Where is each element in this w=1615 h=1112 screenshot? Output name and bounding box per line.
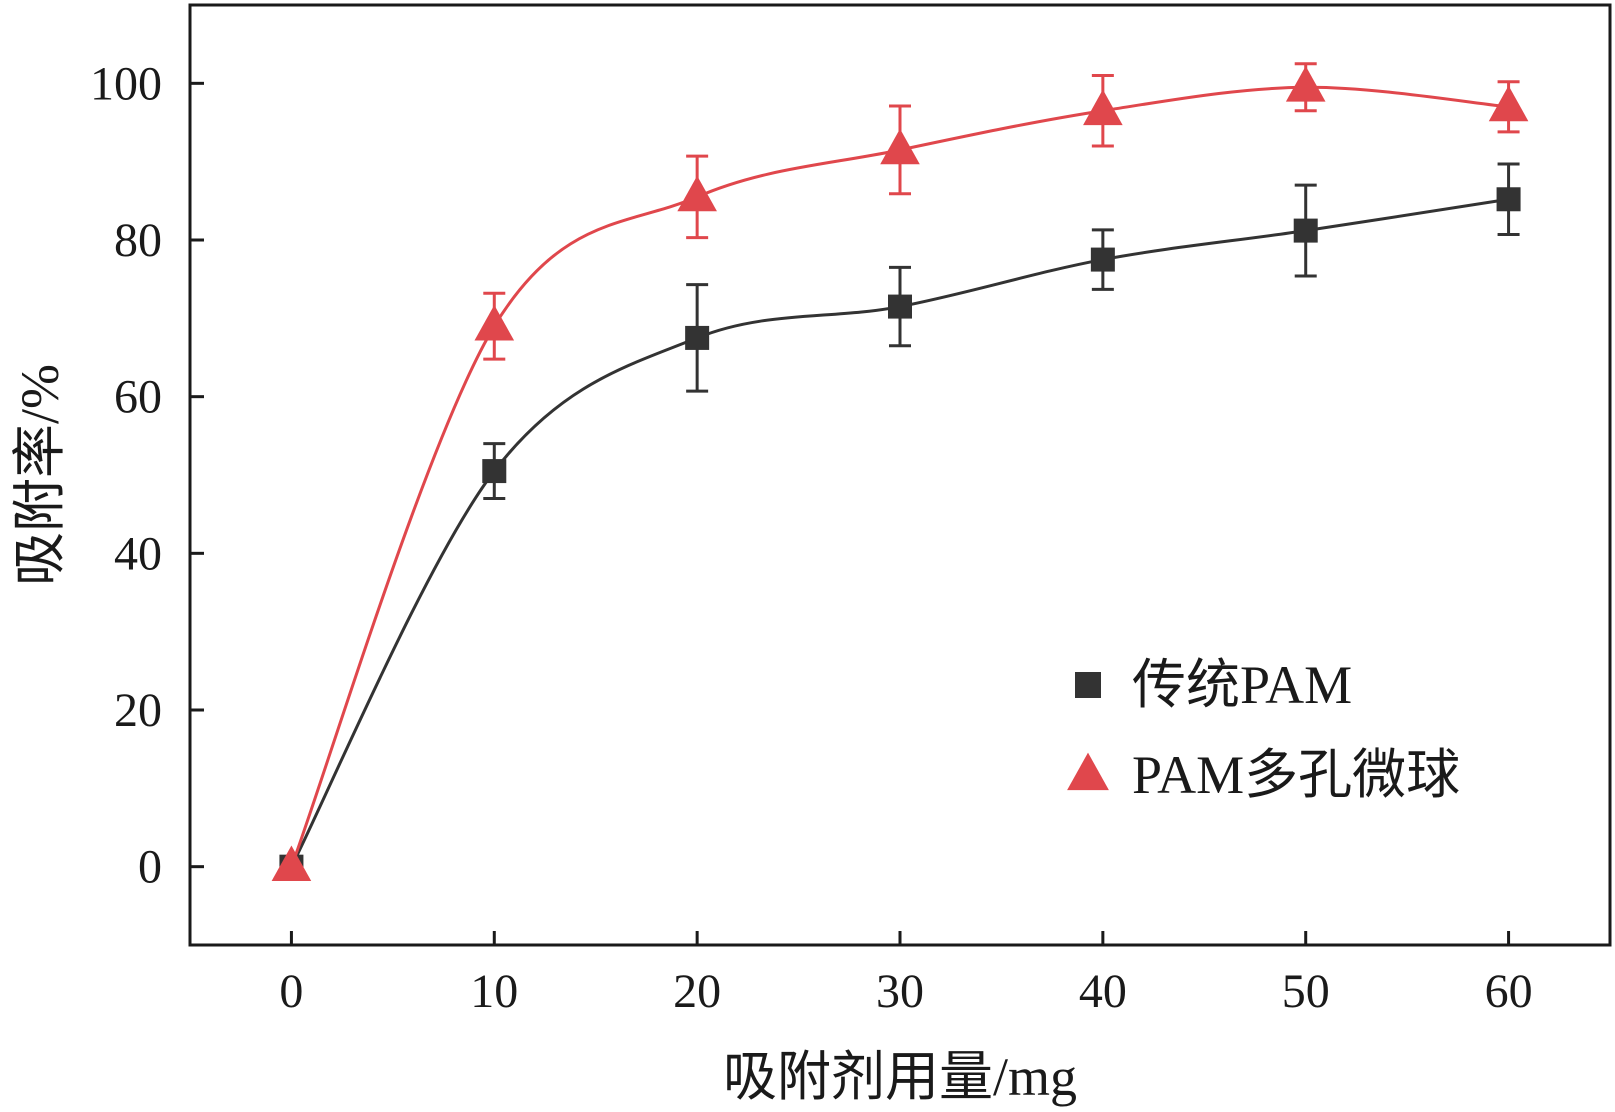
y-tick-label: 80 — [114, 214, 162, 267]
data-point — [271, 845, 312, 882]
legend-marker — [1075, 672, 1101, 698]
y-tick-label: 0 — [138, 841, 162, 894]
y-tick-label: 100 — [90, 57, 162, 110]
legend-item: PAM多孔微球 — [1067, 745, 1460, 805]
x-tick-label: 60 — [1485, 965, 1533, 1018]
data-point — [1285, 66, 1326, 102]
y-axis-title: 吸附率/% — [10, 364, 70, 586]
series-1 — [279, 162, 1521, 879]
x-tick-label: 10 — [470, 965, 518, 1018]
x-tick-label: 20 — [673, 965, 721, 1018]
data-point — [474, 304, 515, 341]
data-point — [677, 175, 717, 212]
y-tick-label: 60 — [114, 371, 162, 424]
data-point — [1293, 218, 1318, 243]
data-point — [685, 325, 710, 350]
legend-marker — [1067, 752, 1109, 791]
legend: 传统PAM PAM多孔微球 — [1067, 655, 1460, 805]
y-tick-label: 20 — [114, 684, 162, 737]
data-point — [888, 294, 912, 319]
legend-label: PAM多孔微球 — [1132, 745, 1460, 805]
legend-item: 传统PAM — [1075, 655, 1352, 715]
series-layer — [271, 62, 1529, 882]
x-axis: 0 10 20 30 40 50 60 — [279, 931, 1533, 1018]
series-2 — [271, 62, 1529, 882]
data-point — [1090, 247, 1115, 272]
x-tick-label: 40 — [1079, 965, 1127, 1018]
legend-label: 传统PAM — [1132, 655, 1352, 715]
y-tick-label: 40 — [114, 527, 162, 580]
data-point — [880, 128, 920, 165]
series-line — [290, 85, 1509, 868]
data-point — [1496, 187, 1521, 212]
data-point — [1488, 85, 1529, 122]
x-axis-title: 吸附剂用量/mg — [723, 1047, 1077, 1107]
data-point — [1083, 89, 1123, 126]
x-tick-label: 30 — [876, 965, 924, 1018]
x-tick-label: 0 — [279, 965, 303, 1018]
x-tick-label: 50 — [1282, 965, 1330, 1018]
y-axis: 0 20 40 60 80 100 — [90, 57, 204, 894]
data-point — [482, 459, 507, 484]
